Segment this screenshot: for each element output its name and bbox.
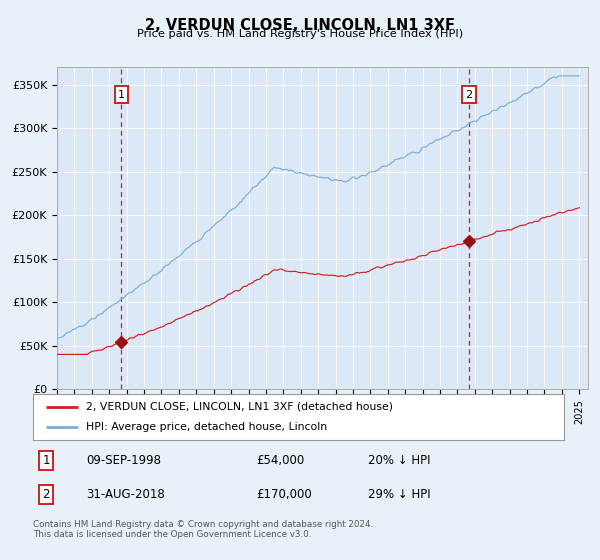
Text: £54,000: £54,000: [256, 454, 304, 467]
Text: 1: 1: [118, 90, 125, 100]
Text: 2: 2: [43, 488, 50, 501]
Text: HPI: Average price, detached house, Lincoln: HPI: Average price, detached house, Linc…: [86, 422, 327, 432]
Text: 2, VERDUN CLOSE, LINCOLN, LN1 3XF (detached house): 2, VERDUN CLOSE, LINCOLN, LN1 3XF (detac…: [86, 402, 393, 412]
Text: 1: 1: [43, 454, 50, 467]
Text: 2, VERDUN CLOSE, LINCOLN, LN1 3XF: 2, VERDUN CLOSE, LINCOLN, LN1 3XF: [145, 18, 455, 33]
Text: £170,000: £170,000: [256, 488, 312, 501]
Text: 09-SEP-1998: 09-SEP-1998: [86, 454, 161, 467]
Text: Contains HM Land Registry data © Crown copyright and database right 2024.
This d: Contains HM Land Registry data © Crown c…: [33, 520, 373, 539]
Text: 31-AUG-2018: 31-AUG-2018: [86, 488, 165, 501]
Text: 2: 2: [466, 90, 472, 100]
Text: Price paid vs. HM Land Registry's House Price Index (HPI): Price paid vs. HM Land Registry's House …: [137, 29, 463, 39]
Text: 20% ↓ HPI: 20% ↓ HPI: [368, 454, 430, 467]
Text: 29% ↓ HPI: 29% ↓ HPI: [368, 488, 430, 501]
